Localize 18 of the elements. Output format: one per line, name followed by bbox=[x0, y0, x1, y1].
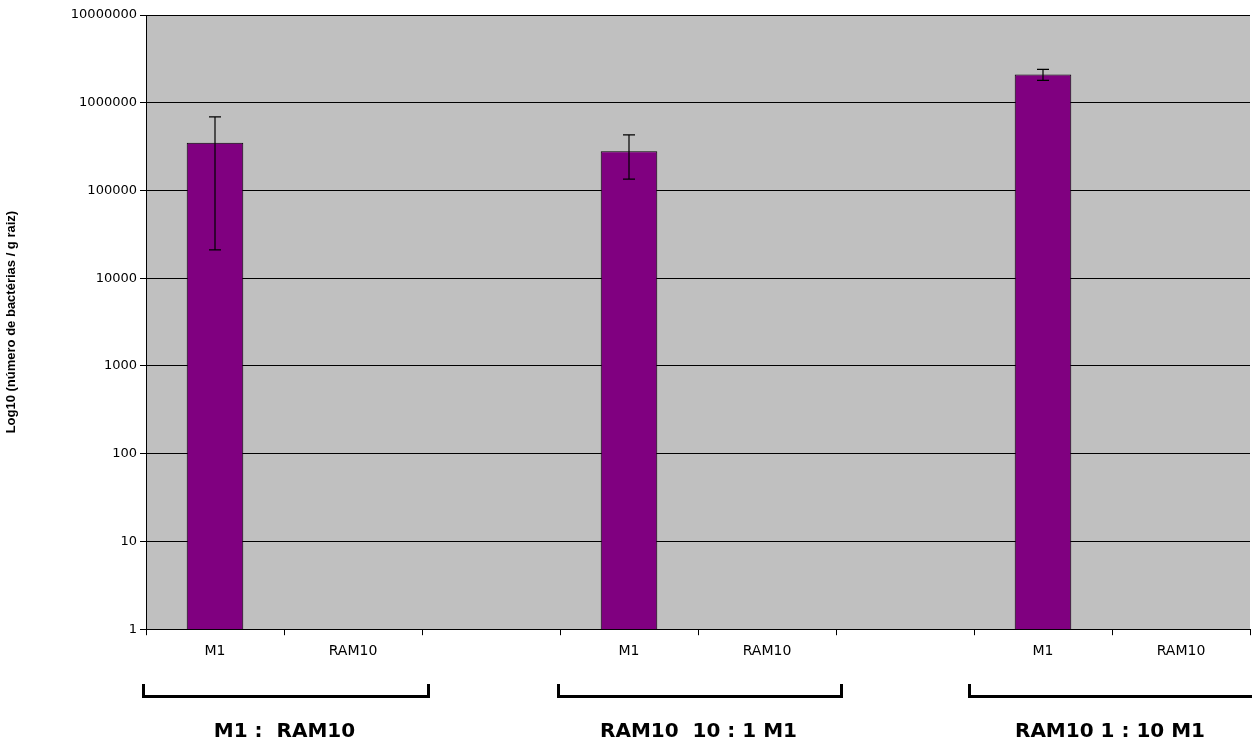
y-tick-label: 10 bbox=[120, 532, 137, 548]
x-tick-label: M1 bbox=[1032, 642, 1054, 659]
y-tick-label: 1 bbox=[128, 620, 137, 636]
x-tick-label: RAM10 bbox=[1156, 642, 1206, 659]
text: RAM10 10 : 1 M1 bbox=[599, 718, 798, 742]
x-tick-label: RAM10 bbox=[742, 642, 792, 659]
y-tick-label: 10000000 bbox=[70, 6, 137, 22]
x-tick-label: RAM10 bbox=[328, 642, 378, 659]
y-tick-label: 100 bbox=[112, 445, 137, 461]
y-tick-label: 1000 bbox=[103, 357, 137, 373]
y-tick-label: 10000 bbox=[95, 269, 137, 285]
x-tick-label: M1 bbox=[618, 642, 640, 659]
y-tick-label: 100000 bbox=[87, 181, 137, 197]
text: RAM10 1 : 10 M1 bbox=[1014, 718, 1206, 742]
y-axis-title: Log10 (número de bactérias / g raiz) bbox=[3, 210, 19, 434]
y-tick-label: 1000000 bbox=[79, 94, 137, 110]
text: M1 : RAM10 bbox=[212, 718, 357, 742]
x-tick-label: M1 bbox=[204, 642, 226, 659]
